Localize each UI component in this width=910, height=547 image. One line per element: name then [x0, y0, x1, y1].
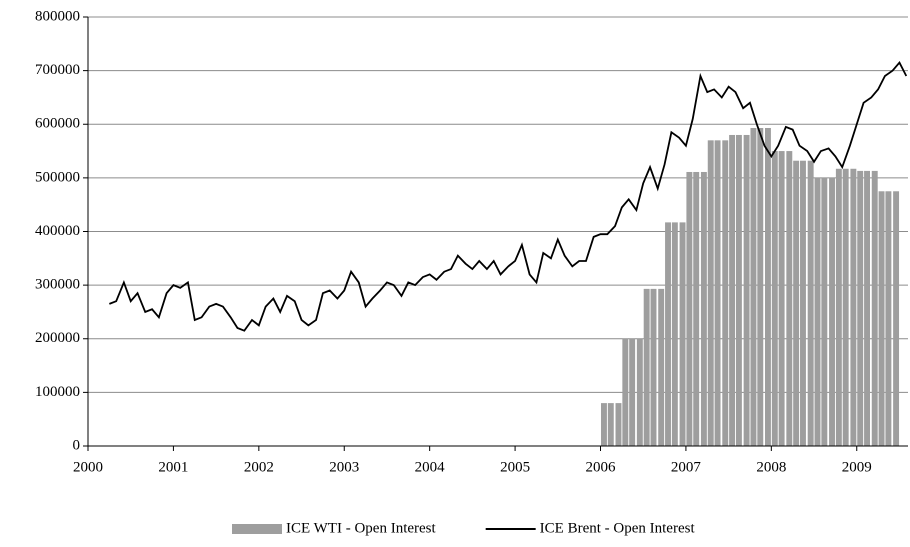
bar [658, 288, 665, 446]
y-tick-label: 800000 [35, 8, 80, 24]
y-tick-label: 600000 [35, 116, 80, 132]
legend-label: ICE Brent - Open Interest [540, 520, 696, 536]
bar [857, 170, 864, 446]
bar [693, 171, 700, 446]
bar [607, 403, 614, 446]
y-tick-label: 100000 [35, 384, 80, 400]
x-tick-label: 2004 [415, 459, 446, 475]
x-tick-label: 2009 [842, 459, 872, 475]
bar [778, 151, 785, 446]
bar [722, 140, 729, 446]
legend-swatch [232, 524, 282, 534]
bar [885, 191, 892, 446]
bar [871, 170, 878, 446]
bar [615, 403, 622, 446]
bar [700, 171, 707, 446]
bar [807, 160, 814, 446]
bar [878, 191, 885, 446]
bar [622, 338, 629, 446]
bar [686, 171, 693, 446]
bar [714, 140, 721, 446]
x-tick-label: 2001 [158, 459, 188, 475]
bar [750, 128, 757, 446]
bar [729, 134, 736, 446]
bar [707, 140, 714, 446]
bar [765, 128, 771, 446]
bar [771, 151, 778, 446]
y-tick-label: 0 [73, 437, 81, 453]
bar [643, 288, 650, 446]
bar [757, 128, 764, 446]
bar [665, 222, 671, 446]
x-tick-label: 2000 [73, 459, 103, 475]
bar [786, 151, 793, 446]
x-tick-label: 2006 [586, 459, 617, 475]
bar [743, 134, 750, 446]
bar [629, 338, 636, 446]
bar [893, 191, 900, 446]
bar [735, 134, 742, 446]
x-tick-label: 2005 [500, 459, 530, 475]
bar [864, 170, 871, 446]
line [109, 60, 908, 332]
y-tick-label: 400000 [35, 223, 80, 239]
bar [800, 160, 806, 446]
x-tick-label: 2003 [329, 459, 359, 475]
x-tick-label: 2002 [244, 459, 274, 475]
bar [850, 168, 857, 447]
bar [793, 160, 800, 446]
bar [814, 177, 821, 446]
y-tick-label: 300000 [35, 277, 80, 293]
y-tick-label: 500000 [35, 169, 80, 185]
bar [835, 168, 842, 447]
bar [650, 288, 657, 446]
y-tick-label: 200000 [35, 330, 80, 346]
bar [636, 338, 643, 446]
bar [601, 403, 607, 446]
bar [671, 222, 678, 446]
x-tick-label: 2007 [671, 459, 702, 475]
bar [829, 177, 835, 446]
x-tick-label: 2008 [756, 459, 786, 475]
bar [821, 177, 828, 446]
legend-label: ICE WTI - Open Interest [286, 520, 437, 536]
bar [842, 168, 849, 447]
y-tick-label: 700000 [35, 62, 80, 78]
bar [679, 222, 686, 446]
